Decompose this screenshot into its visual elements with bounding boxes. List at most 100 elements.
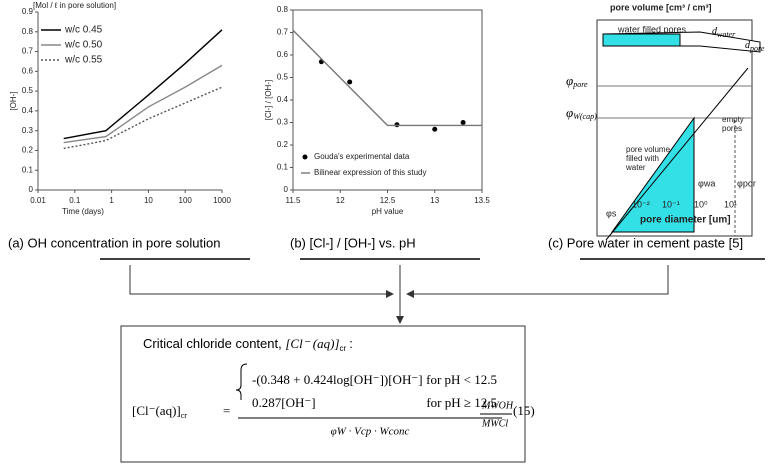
y-tick-label: 0.2 (277, 140, 289, 149)
caption: (c) Pore water in cement paste [5] (548, 235, 743, 250)
caption: (b) [Cl-] / [OH-] vs. pH (290, 235, 416, 250)
series-line (63, 29, 223, 140)
y-tick-label: 0.1 (277, 163, 289, 172)
y-tick-label: 0.4 (277, 95, 289, 104)
label: φpor (737, 178, 756, 188)
legend-label: Bilinear expression of this study (314, 168, 427, 177)
label: water (625, 163, 646, 172)
text: cr (340, 344, 347, 353)
label: d (745, 40, 751, 51)
y-tick-label: 0.7 (277, 28, 289, 37)
series-line (63, 86, 223, 150)
label: φ (566, 105, 573, 120)
water-fill (602, 33, 681, 47)
y-tick-label: 0.3 (277, 118, 289, 127)
y-tick-label: 0.6 (22, 66, 34, 75)
label: pore volume (626, 145, 671, 154)
label: water (717, 30, 736, 39)
series-line (292, 29, 482, 127)
y-tick-label: 0 (29, 185, 34, 194)
tick-label: 10⁻¹ (662, 199, 680, 209)
label: filled with (626, 154, 659, 163)
condition: for pH < 12.5 (426, 372, 497, 387)
tick-label: 10⁻² (632, 199, 650, 209)
label: water filled pores (617, 24, 687, 34)
diagram-title: pore volume [cm³ / cm³] (610, 2, 712, 12)
axis-label: pH value (372, 207, 404, 216)
text: Critical chloride content, (143, 336, 285, 351)
case: 0.287[OH⁻] (252, 395, 316, 410)
box (120, 325, 526, 463)
y-tick-label: 0.8 (277, 5, 289, 14)
formula-box: Critical chloride content, [Cl⁻ (aq)]cr:… (120, 325, 535, 463)
x-tick-label: 0.1 (69, 196, 81, 205)
axis-label: [Cl-] / [OH-] (264, 80, 273, 120)
label: d (712, 26, 718, 37)
label: pore (749, 44, 765, 53)
equation-number: (15) (513, 403, 535, 418)
y-tick-label: 0.2 (22, 146, 34, 155)
label: pores (722, 124, 742, 133)
x-tick-label: 1 (109, 196, 114, 205)
y-tick-label: 0.7 (22, 47, 34, 56)
arrows (129, 265, 669, 320)
tick-label: 10¹ (724, 199, 737, 209)
x-tick-label: 1000 (213, 196, 231, 205)
y-tick-label: 0 (284, 185, 289, 194)
y-tick-label: 0.6 (277, 50, 289, 59)
formula-heading: Critical chloride content, [Cl⁻ (aq)]cr: (143, 336, 353, 353)
text: cr (181, 411, 188, 420)
x-tick-label: 12.5 (380, 196, 396, 205)
label: φwa (698, 178, 715, 188)
distribution-line (605, 67, 749, 241)
water-area (611, 116, 695, 233)
axis-label: Time (days) (62, 207, 104, 216)
x-tick-label: 11.5 (286, 196, 302, 205)
text: [Cl⁻(aq)] (132, 403, 181, 418)
frame (596, 19, 753, 237)
denominator: φW · Vcp · Wconc (331, 426, 410, 438)
text: : (349, 336, 353, 351)
legend-label: w/c 0.45 (64, 25, 103, 36)
text: [Cl⁻ (aq)] (285, 336, 339, 351)
x-tick-label: 10 (144, 196, 153, 205)
y-tick-label: 0.3 (22, 126, 34, 135)
pore-diagram: pore volume [cm³ / cm³] water filled por… (566, 2, 765, 241)
label: dpore (745, 40, 765, 53)
y-tick-label: 0.8 (22, 27, 34, 36)
brace (235, 363, 248, 400)
label: φW(cap) (566, 105, 597, 121)
y-tick-label: 0.4 (22, 106, 34, 115)
x-tick-label: 100 (179, 196, 193, 205)
legend-label: w/c 0.55 (64, 55, 103, 66)
axis-label: [Mol / ℓ in pore solution] (33, 1, 116, 10)
x-tick-label: 0.01 (30, 196, 46, 205)
caption: (a) OH concentration in pore solution (8, 235, 220, 250)
axis-label: [OH-] (9, 91, 18, 110)
point (432, 126, 438, 132)
label: φ (566, 73, 573, 88)
series-line (63, 64, 223, 144)
x-tick-label: 13 (430, 196, 439, 205)
point (460, 120, 466, 125)
equals: = (223, 403, 230, 418)
legend-label: Gouda's experimental data (314, 152, 410, 161)
y-tick-label: 0.1 (22, 165, 34, 174)
legend-label: w/c 0.50 (64, 40, 103, 51)
point (347, 79, 353, 85)
case: -(0.348 + 0.424log[OH⁻])[OH⁻] (252, 372, 423, 387)
label: pore (572, 80, 588, 89)
condition: for pH ≥ 12.5 (426, 395, 497, 410)
ratio-den: MWCl (481, 418, 508, 429)
tick-label: 10⁰ (694, 199, 708, 209)
label: φs (606, 208, 617, 218)
lhs: [Cl⁻(aq)]cr (132, 403, 187, 420)
axis-label: pore diameter [um] (640, 215, 731, 226)
x-tick-label: 12 (336, 196, 345, 205)
legend-marker (302, 154, 308, 160)
y-tick-label: 0.5 (22, 86, 34, 95)
label: empty (722, 115, 744, 124)
arrowheads (386, 290, 414, 324)
